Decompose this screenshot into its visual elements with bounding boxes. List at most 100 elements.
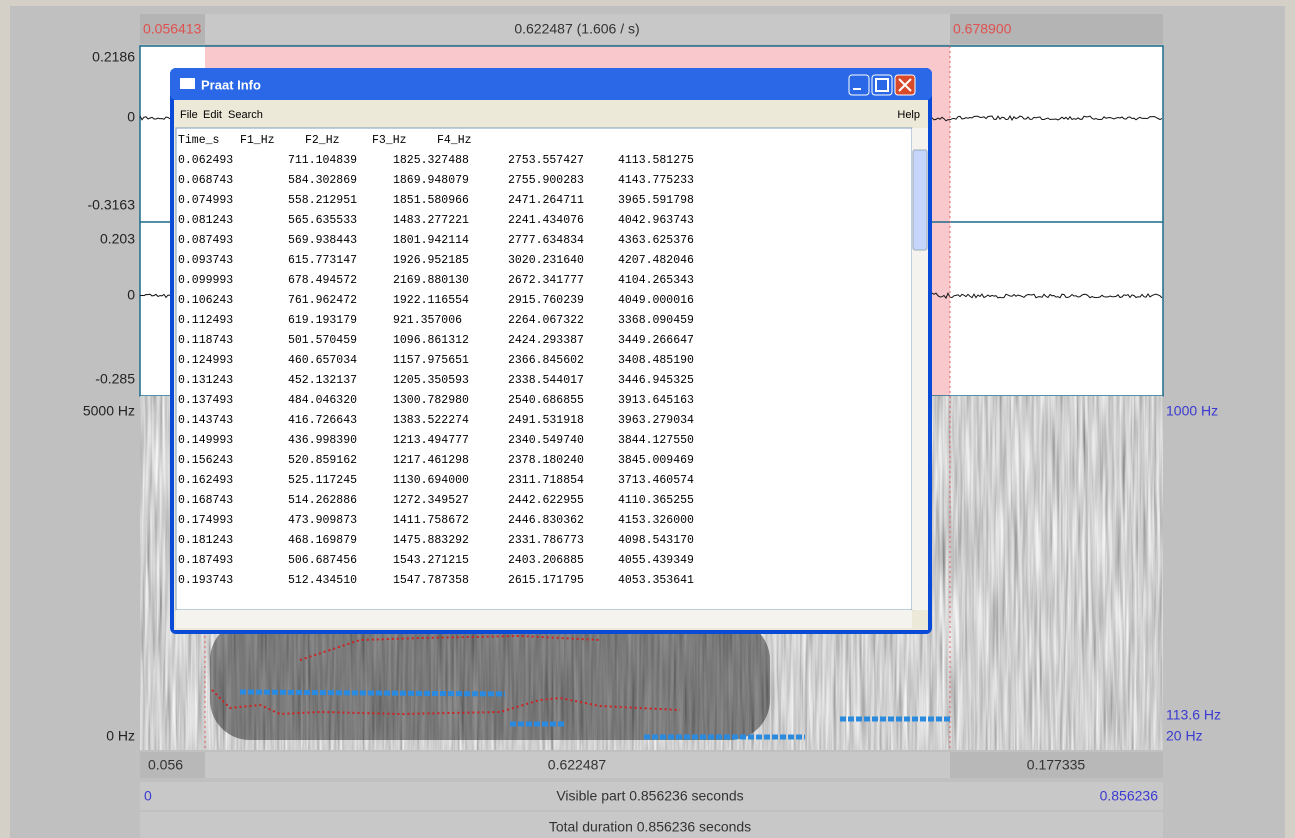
table-cell: 1475.883292 [393, 534, 469, 547]
table-cell: 473.909873 [288, 514, 357, 527]
table-cell: 452.132137 [288, 374, 357, 387]
table-cell: 4049.000016 [618, 294, 694, 307]
table-cell: 4363.625376 [618, 234, 694, 247]
table-cell: 0.187493 [178, 554, 233, 567]
menu-search[interactable]: Search [228, 109, 263, 121]
text-area[interactable] [175, 127, 913, 611]
table-cell: 525.117245 [288, 474, 357, 487]
table-cell: 3408.485190 [618, 354, 694, 367]
table-cell: 0.068743 [178, 174, 233, 187]
time-bar-left[interactable] [140, 752, 205, 778]
table-cell: 2446.830362 [508, 514, 584, 527]
table-cell: 1851.580966 [393, 194, 469, 207]
table-cell: 3913.645163 [618, 394, 694, 407]
formant-f1 [211, 689, 681, 716]
time-bar-left-text: 0.056 [148, 757, 183, 773]
table-cell: 3844.127550 [618, 434, 694, 447]
table-cell: 0.156243 [178, 454, 233, 467]
window-title: Praat Info [201, 77, 261, 92]
visible-part: Visible part 0.856236 seconds [556, 788, 743, 804]
table-cell: 0.118743 [178, 334, 233, 347]
table-cell: 3446.945325 [618, 374, 694, 387]
formant-f2 [299, 634, 601, 661]
header-cell: Time_s [178, 134, 219, 147]
spectrogram-dark-region [210, 620, 770, 740]
time-bar-right[interactable] [950, 752, 1163, 778]
table-cell: 436.998390 [288, 434, 357, 447]
table-cell: 921.357006 [393, 314, 462, 327]
table-cell: 4207.482046 [618, 254, 694, 267]
visible-start: 0 [144, 788, 152, 804]
table-cell: 761.962472 [288, 294, 357, 307]
table-cell: 2615.171795 [508, 574, 584, 587]
table-cell: 506.687456 [288, 554, 357, 567]
table-cell: 1157.975651 [393, 354, 469, 367]
table-cell: 0.074993 [178, 194, 233, 207]
table-cell: 3963.279034 [618, 414, 694, 427]
table-cell: 2672.341777 [508, 274, 584, 287]
menu-edit[interactable]: Edit [203, 109, 222, 121]
table-cell: 2241.434076 [508, 214, 584, 227]
minimize-button[interactable] [848, 74, 870, 96]
table-cell: 1217.461298 [393, 454, 469, 467]
pitch-top-label: 1000 Hz [1166, 403, 1218, 419]
top-bar-right [950, 14, 1163, 44]
table-cell: 2338.544017 [508, 374, 584, 387]
scroll-thumb[interactable] [912, 149, 928, 251]
visible-bar[interactable] [140, 782, 1163, 810]
table-cell: 3449.266647 [618, 334, 694, 347]
amplitude-label: 0 [127, 287, 135, 303]
table-cell: 2471.264711 [508, 194, 584, 207]
header-cell: F4_Hz [437, 134, 472, 147]
menu-help[interactable]: Help [897, 109, 920, 121]
table-cell: 1801.942114 [393, 234, 469, 247]
title-button-glyphs [853, 78, 912, 92]
table-cell: 2424.293387 [508, 334, 584, 347]
menu-file[interactable]: File [180, 109, 198, 121]
table-cell: 0.099993 [178, 274, 233, 287]
table-cell: 4143.775233 [618, 174, 694, 187]
table-cell: 0.143743 [178, 414, 233, 427]
table-cell: 2169.880130 [393, 274, 469, 287]
header-cell: F1_Hz [240, 134, 275, 147]
table-cell: 0.093743 [178, 254, 233, 267]
table-cell: 4153.326000 [618, 514, 694, 527]
amplitude-label: 0 [127, 109, 135, 125]
table-cell: 4053.353641 [618, 574, 694, 587]
total-bar[interactable] [140, 812, 1163, 838]
table-cell: 514.262886 [288, 494, 357, 507]
table-cell: 2491.531918 [508, 414, 584, 427]
table-cell: 4113.581275 [618, 154, 694, 167]
pitch-value-label: 113.6 Hz [1166, 707, 1221, 723]
table-cell: 2331.786773 [508, 534, 584, 547]
table-cell: 0.112493 [178, 314, 233, 327]
title-bar [170, 68, 932, 100]
table-cell: 460.657034 [288, 354, 357, 367]
table-cell: 0.162493 [178, 474, 233, 487]
table-cell: 2366.845602 [508, 354, 584, 367]
table-cell: 1483.277221 [393, 214, 469, 227]
top-left-time: 0.056413 [143, 21, 202, 37]
table-cell: 3713.460574 [618, 474, 694, 487]
table-cell: 4042.963743 [618, 214, 694, 227]
visible-end: 0.856236 [1100, 788, 1159, 804]
table-cell: 520.859162 [288, 454, 357, 467]
header-cell: F3_Hz [372, 134, 407, 147]
table-cell: 0.137493 [178, 394, 233, 407]
table-cell: 468.169879 [288, 534, 357, 547]
table-cell: 0.062493 [178, 154, 233, 167]
window-icon [180, 78, 195, 89]
table-cell: 0.124993 [178, 354, 233, 367]
selection-duration: 0.622487 (1.606 / s) [514, 21, 639, 37]
horizontal-scrollbar[interactable] [176, 610, 912, 628]
pitch-bottom-label: 20 Hz [1166, 728, 1203, 744]
table-cell: 565.635533 [288, 214, 357, 227]
table-cell: 0.168743 [178, 494, 233, 507]
table-cell: 2753.557427 [508, 154, 584, 167]
table-cell: 2755.900283 [508, 174, 584, 187]
table-cell: 0.193743 [178, 574, 233, 587]
spectrogram-top-label: 5000 Hz [83, 403, 135, 419]
table-cell: 0.174993 [178, 514, 233, 527]
